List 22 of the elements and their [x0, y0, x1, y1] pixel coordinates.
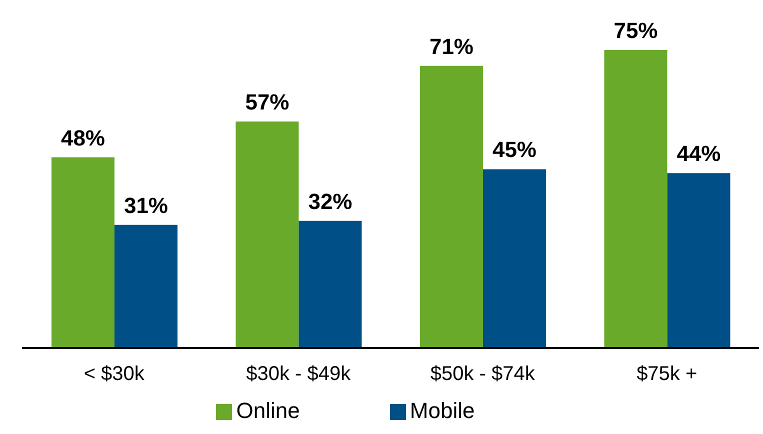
bar — [236, 122, 299, 348]
data-label: 31% — [124, 192, 168, 218]
x-tick-label: $30k - $49k — [246, 363, 352, 386]
data-label: 32% — [308, 188, 352, 214]
bar — [482, 169, 546, 348]
bar — [604, 50, 668, 348]
x-tick-label: $50k - $74k — [430, 363, 536, 386]
x-tick-label: < $30k — [84, 363, 146, 386]
bar — [51, 157, 114, 348]
data-label: 44% — [676, 141, 721, 166]
bar — [298, 220, 362, 348]
bar — [420, 66, 483, 348]
legend-label: Online — [236, 398, 300, 423]
bar — [667, 173, 730, 348]
data-label: 71% — [429, 34, 474, 59]
legend-label: Mobile — [410, 398, 475, 423]
data-label: 45% — [492, 137, 537, 162]
data-label: 48% — [60, 125, 106, 150]
x-tick-label: $75k + — [636, 363, 698, 386]
bar — [114, 224, 178, 348]
data-label: 75% — [614, 18, 658, 43]
data-label: 57% — [245, 90, 290, 115]
